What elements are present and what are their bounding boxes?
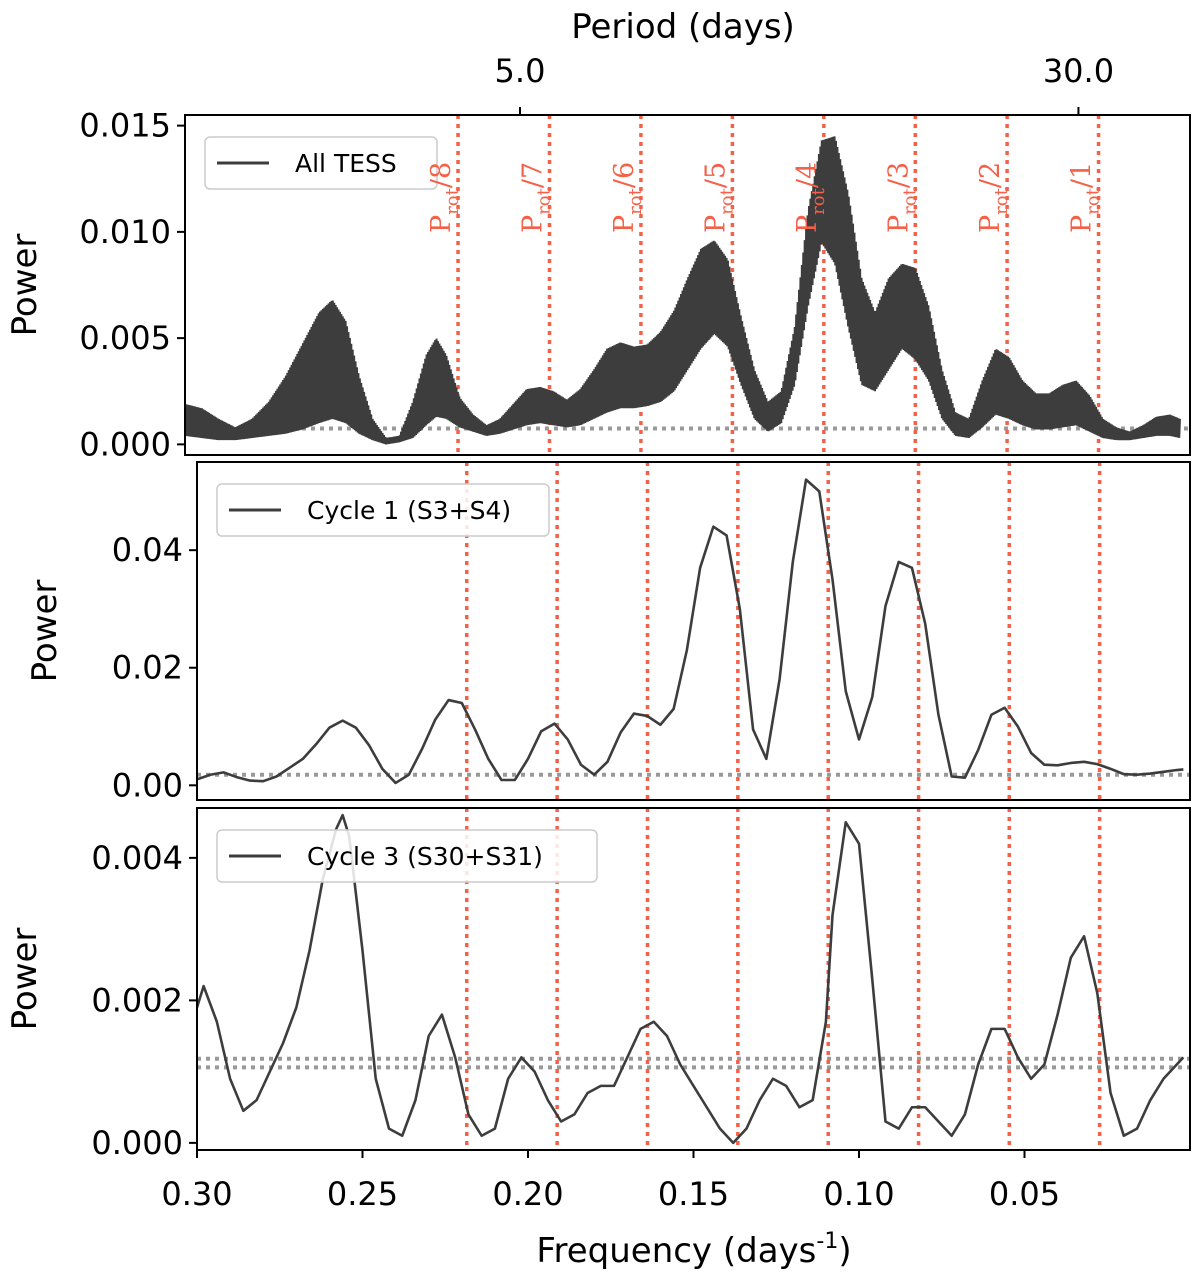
legend-box (216, 829, 598, 883)
legend: Cycle 1 (S3+S4) (216, 483, 550, 537)
harmonic-label-suffix: /8 (426, 162, 457, 188)
harmonic-label: Prot/7 (517, 162, 554, 233)
y-tick-label: 0.04 (112, 531, 183, 569)
panel-frame (184, 114, 1191, 456)
power-series-line (197, 478, 1184, 785)
legend-label: All TESS (295, 149, 397, 178)
harmonic-label-suffix: /3 (883, 162, 914, 188)
y-tick-label: 0.00 (112, 766, 183, 804)
harmonic-label-sub: rot (991, 187, 1012, 214)
harmonic-label-main: P (609, 215, 640, 233)
top-axis-title: Period (days) (571, 7, 795, 47)
legend-label: Cycle 3 (S30+S31) (307, 842, 543, 871)
frequency-axis-title-end: ) (838, 1231, 851, 1271)
y-axis-title: Power (25, 580, 65, 683)
harmonic-label: Prot/5 (700, 162, 737, 233)
harmonic-label-main: P (1067, 215, 1098, 233)
harmonic-label-suffix: /1 (1067, 162, 1098, 188)
harmonic-label: Prot/6 (609, 162, 646, 233)
harmonic-label-sub: rot (442, 187, 463, 214)
harmonic-label-suffix: /5 (700, 162, 731, 188)
frequency-ticks: 0.30 0.25 0.20 0.15 0.10 0.05 (161, 1175, 1060, 1213)
y-tick-label: 0.02 (112, 649, 183, 687)
panel-frame (196, 461, 1191, 801)
harmonic-label-main: P (975, 215, 1006, 233)
harmonic-label-suffix: /2 (975, 162, 1006, 188)
harmonic-label-sub: rot (716, 187, 737, 214)
frequency-axis-title: Frequency (days-1) (536, 1229, 851, 1271)
harmonic-label: Prot/3 (883, 162, 920, 233)
harmonic-label-main: P (426, 215, 457, 233)
period-tick-label: 30.0 (1043, 52, 1114, 90)
x-tick-label: 0.10 (823, 1175, 894, 1213)
y-axis-title: Power (5, 928, 45, 1031)
harmonic-label-sub: rot (1083, 187, 1104, 214)
y-tick-label: 0.005 (79, 319, 171, 357)
top-period-ticks: 5.0 30.0 (495, 52, 1114, 115)
harmonic-label-main: P (792, 215, 823, 233)
y-tick-label: 0.000 (91, 1124, 183, 1162)
harmonic-label-main: P (700, 215, 731, 233)
panel-cycle-3: 0.000 0.002 0.004 Power Cycle 3 (S30+S31) (5, 807, 1191, 1162)
harmonic-label-sub: rot (533, 187, 554, 214)
y-tick-label: 0.015 (79, 107, 171, 145)
legend: Cycle 3 (S30+S31) (216, 829, 598, 883)
plot-area (197, 462, 1190, 800)
harmonic-label-suffix: /6 (609, 162, 640, 188)
y-tick-label: 0.004 (91, 839, 183, 877)
harmonic-label-suffix: /7 (517, 162, 548, 188)
harmonic-label-sub: rot (899, 187, 920, 214)
plot-area (185, 115, 1190, 455)
panel-cycle-1: 0.00 0.02 0.04 Power Cycle 1 (S3+S4) (25, 461, 1191, 804)
harmonic-label: Prot/8 (426, 162, 463, 233)
harmonic-label-main: P (517, 215, 548, 233)
harmonic-label: Prot/2 (975, 162, 1012, 233)
x-tick-label: 0.25 (327, 1175, 398, 1213)
legend-box (204, 136, 438, 190)
frequency-axis-title-sup: -1 (816, 1229, 838, 1254)
x-tick-label: 0.05 (989, 1175, 1060, 1213)
power-series-all-tess (185, 136, 1181, 445)
legend-label: Cycle 1 (S3+S4) (307, 496, 511, 525)
y-tick-label: 0.002 (91, 981, 183, 1019)
x-tick-label: 0.30 (161, 1175, 232, 1213)
harmonic-label: Prot/1 (1067, 162, 1104, 233)
period-tick-label: 5.0 (495, 52, 546, 90)
harmonic-label: Prot/4 (792, 162, 829, 233)
y-axis-title: Power (5, 234, 45, 337)
harmonic-label-main: P (883, 215, 914, 233)
harmonic-label-sub: rot (625, 187, 646, 214)
harmonic-label-sub: rot (808, 187, 829, 214)
legend: All TESS (204, 136, 438, 190)
legend-box (216, 483, 550, 537)
y-tick-label: 0.010 (79, 213, 171, 251)
harmonic-label-suffix: /4 (792, 162, 823, 188)
frequency-axis-title-main: Frequency (days (536, 1231, 816, 1271)
x-tick-label: 0.20 (492, 1175, 563, 1213)
x-tick-label: 0.15 (658, 1175, 729, 1213)
y-tick-label: 0.000 (79, 425, 171, 463)
